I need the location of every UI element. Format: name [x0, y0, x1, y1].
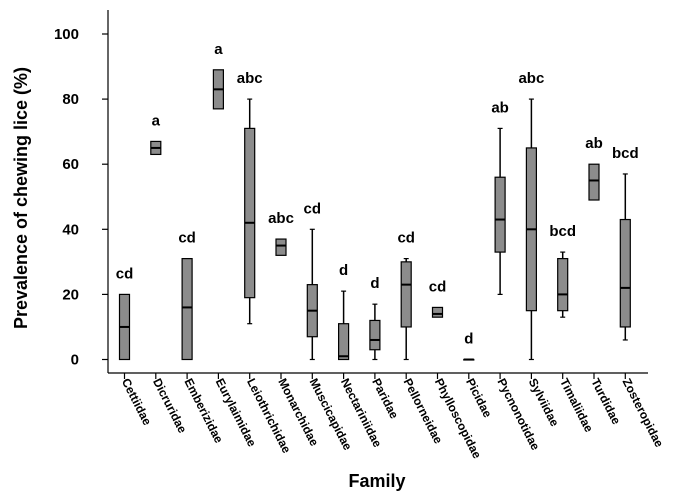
iqr-box — [494, 176, 506, 253]
significance-letter: cd — [116, 265, 134, 282]
y-tick-label: 20 — [62, 286, 79, 303]
significance-letter: a — [152, 112, 161, 129]
significance-letter: abc — [518, 70, 544, 87]
significance-letter: abc — [268, 210, 294, 227]
box-group: d — [463, 331, 475, 361]
x-axis-title: Family — [348, 471, 405, 491]
box-group: a — [212, 41, 224, 110]
box-group: ab — [491, 99, 509, 295]
significance-letter: bcd — [612, 145, 639, 162]
iqr-box — [619, 218, 631, 328]
iqr-box — [369, 319, 381, 351]
box-group: abc — [518, 70, 544, 361]
significance-letter: cd — [304, 200, 322, 217]
box-group: bcd — [612, 145, 639, 341]
iqr-box — [431, 306, 444, 318]
box-group: d — [369, 275, 381, 361]
box-group: abc — [268, 210, 294, 256]
x-axis: CettiidaeDicruridaeEmberizidaeEurylaimid… — [108, 372, 667, 461]
significance-letter: ab — [585, 135, 603, 152]
x-tick-label: Zosteropidae — [620, 376, 667, 450]
significance-letter: bcd — [549, 223, 576, 240]
iqr-box — [244, 127, 256, 299]
significance-letter: d — [464, 331, 473, 348]
significance-letter: cd — [429, 278, 447, 295]
y-axis: 0 20 40 60 80 100 — [54, 10, 109, 373]
x-tick-label: Sylviidae — [526, 376, 562, 429]
x-tick-label: Picidae — [463, 376, 495, 420]
box-group: bcd — [549, 223, 576, 318]
y-tick-label: 100 — [54, 26, 79, 43]
box-group: d — [338, 262, 350, 361]
box-group: a — [150, 112, 162, 156]
x-tick-label: Paridae — [369, 376, 401, 421]
y-tick-label: 0 — [71, 352, 79, 369]
box-group: cd — [116, 265, 134, 361]
iqr-box — [588, 163, 600, 201]
significance-letter: cd — [178, 230, 196, 247]
y-tick-label: 80 — [62, 91, 79, 108]
box-group: cd — [304, 200, 322, 361]
iqr-box — [181, 257, 193, 361]
iqr-box — [338, 323, 350, 361]
x-tick-label: Cettiidae — [119, 376, 155, 428]
iqr-box — [275, 238, 287, 256]
box-group: cd — [178, 230, 196, 361]
box-group: cd — [429, 278, 447, 318]
significance-letter: d — [370, 275, 379, 292]
significance-letter: d — [339, 262, 348, 279]
box-group: abc — [237, 70, 263, 325]
significance-letter: ab — [491, 99, 509, 116]
iqr-box — [400, 261, 412, 328]
y-tick-label: 40 — [62, 221, 79, 238]
box-group: ab — [585, 135, 603, 201]
iqr-box — [557, 257, 569, 312]
y-tick-label: 60 — [62, 156, 79, 173]
significance-letter: abc — [237, 70, 263, 87]
significance-letter: a — [214, 41, 223, 58]
y-axis-title: Prevalence of chewing lice (%) — [11, 67, 31, 329]
box-group: cd — [397, 230, 415, 361]
x-tick-label: Turdidae — [588, 376, 623, 427]
significance-letter: cd — [397, 230, 415, 247]
